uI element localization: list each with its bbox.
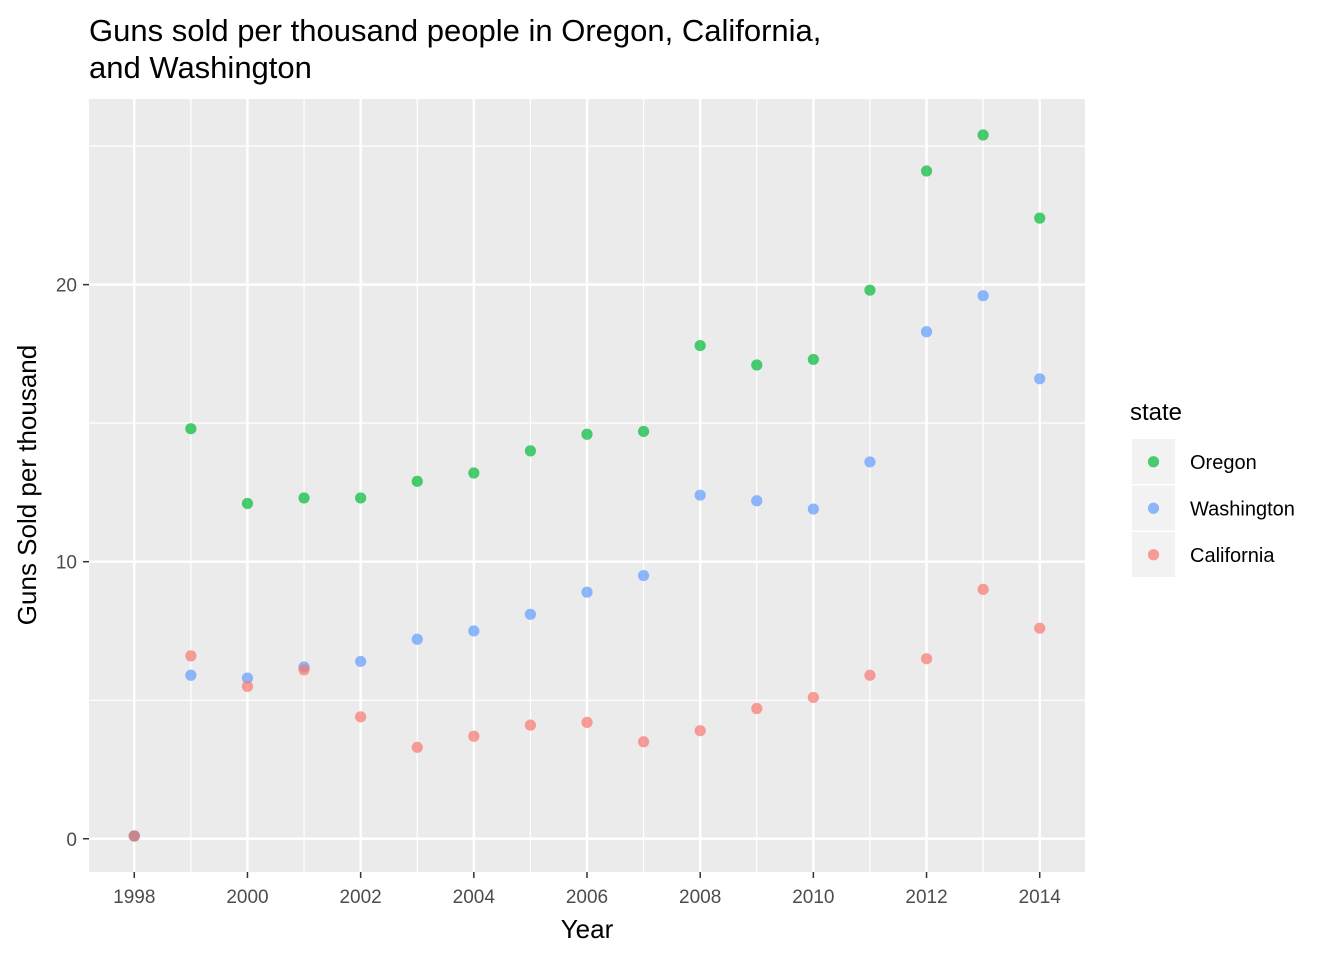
legend-label-california: California — [1190, 545, 1275, 567]
point-oregon — [355, 492, 367, 504]
point-oregon — [807, 353, 819, 366]
point-california — [807, 691, 819, 704]
legend-key-oregon — [1147, 456, 1160, 468]
point-oregon — [581, 428, 593, 440]
x-tick-label: 2010 — [792, 887, 834, 908]
point-oregon — [920, 165, 933, 177]
point-oregon — [411, 475, 423, 487]
point-california — [524, 719, 537, 731]
point-oregon — [241, 497, 254, 510]
point-washington — [864, 456, 876, 468]
legend-key-washington — [1147, 502, 1160, 514]
y-tick-label: 0 — [66, 830, 77, 851]
point-california — [1034, 622, 1046, 634]
point-oregon — [524, 445, 537, 457]
point-california — [241, 680, 254, 692]
point-california — [411, 741, 423, 753]
x-tick-label: 2004 — [453, 887, 496, 908]
x-tick-label: 2000 — [226, 887, 268, 908]
point-washington — [411, 633, 423, 645]
y-axis: 0 10 20 — [56, 276, 89, 851]
point-california — [977, 583, 989, 595]
point-oregon — [977, 129, 989, 141]
x-tick-label: 1998 — [113, 887, 155, 908]
point-oregon — [468, 467, 480, 479]
y-tick-label: 10 — [56, 553, 77, 574]
legend: state Oregon Washington California — [1130, 399, 1295, 577]
x-tick-label: 2002 — [339, 887, 381, 908]
y-tick-label: 20 — [56, 276, 77, 297]
x-tick-label: 2014 — [1019, 887, 1062, 908]
point-washington — [355, 655, 367, 668]
point-oregon — [864, 284, 876, 296]
point-california — [298, 664, 310, 676]
point-california — [581, 716, 593, 728]
point-california — [864, 669, 876, 681]
x-tick-label: 2012 — [905, 887, 947, 908]
point-washington — [920, 326, 933, 338]
point-california — [128, 830, 140, 842]
point-california — [468, 730, 480, 742]
point-washington — [751, 495, 763, 507]
legend-key-california — [1147, 549, 1160, 561]
x-axis: 1998 2000 2002 2004 2006 2008 2010 2012 2014 — [113, 872, 1061, 908]
chart-title-line-1: Guns sold per thousand people in Oregon,… — [89, 13, 821, 48]
point-washington — [468, 625, 480, 637]
point-oregon — [1034, 212, 1046, 224]
point-california — [185, 650, 197, 662]
point-washington — [977, 290, 989, 302]
point-oregon — [298, 492, 310, 504]
point-oregon — [751, 359, 763, 371]
point-california — [694, 725, 706, 737]
legend-label-oregon: Oregon — [1190, 452, 1257, 474]
data-points — [128, 129, 1046, 842]
point-california — [637, 736, 650, 748]
point-washington — [1034, 373, 1046, 385]
y-axis-title: Guns Sold per thousand — [12, 345, 42, 625]
major-gridlines — [89, 99, 1085, 872]
point-washington — [524, 608, 537, 620]
point-oregon — [694, 339, 706, 352]
point-washington — [581, 586, 593, 598]
point-washington — [807, 503, 819, 515]
point-washington — [185, 669, 197, 681]
chart-title-line-2: and Washington — [89, 50, 312, 85]
x-tick-label: 2006 — [566, 887, 608, 908]
point-oregon — [185, 423, 197, 435]
x-tick-label: 2008 — [679, 887, 721, 908]
point-oregon — [637, 425, 650, 438]
x-axis-title: Year — [561, 914, 614, 944]
point-washington — [637, 569, 650, 582]
point-washington — [694, 489, 706, 501]
legend-title: state — [1130, 399, 1182, 426]
point-california — [355, 711, 367, 723]
point-california — [920, 653, 933, 665]
legend-label-washington: Washington — [1190, 498, 1295, 520]
legend-keys: Oregon Washington California — [1132, 439, 1295, 577]
point-california — [751, 702, 763, 715]
point-washington — [241, 672, 254, 684]
